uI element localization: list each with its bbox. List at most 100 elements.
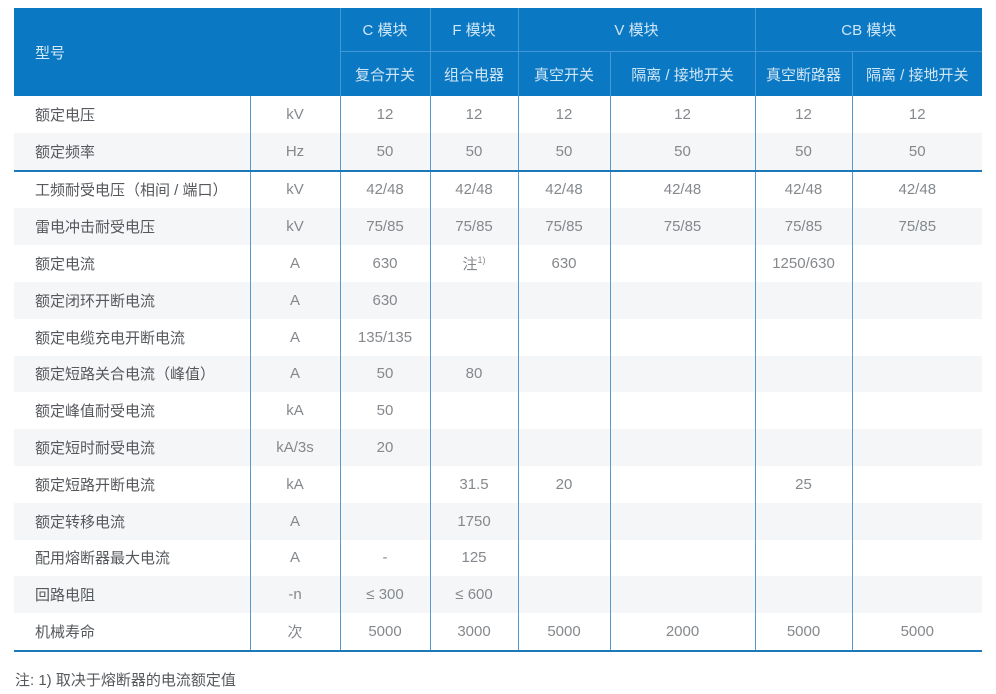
table-row: 回路电阻 -n ≤ 300 ≤ 600: [14, 576, 983, 614]
table-row: 额定电流 A 630 注1) 630 1250/630: [14, 245, 983, 282]
subheader-disconnector-earthing-switch-cb: 隔离 / 接地开关: [851, 51, 983, 96]
param-cell: 回路电阻: [35, 587, 96, 605]
value-cell: 75/85: [609, 208, 756, 246]
value-cell: 630: [339, 281, 431, 319]
value-cell: [851, 576, 983, 614]
table-body: 额定电压 kV 12 12 12 12 12 12 额定频率 Hz 50 50 50 50 50 50 工频耐受…: [14, 96, 983, 651]
value-cell: 42/48: [429, 169, 519, 209]
table-row: 额定频率 Hz 50 50 50 50 50 50: [14, 132, 983, 171]
value-cell: [517, 392, 611, 430]
header-group-c-module: C 模块: [339, 8, 431, 52]
table-header: 型号 C 模块 F 模块 V 模块 CB 模块 复合开关 组合电器 真空开关 隔…: [14, 8, 983, 96]
value-cell: [851, 355, 983, 393]
param-cell: 额定频率: [35, 143, 96, 161]
value-cell: [517, 318, 611, 356]
value-cell: 12: [429, 96, 519, 133]
value-cell: 42/48: [609, 169, 756, 209]
value-cell: 注1): [429, 245, 519, 282]
table-row: 额定闭环开断电流 A 630: [14, 281, 983, 319]
table-row: 工频耐受电压（相间 / 端口） kV 42/48 42/48 42/48 42/48 42/…: [14, 169, 983, 209]
value-cell: 20: [339, 429, 431, 466]
value-cell: 12: [517, 96, 611, 133]
value-cell: [429, 429, 519, 466]
value-cell: [517, 539, 611, 577]
subheader-disconnector-earthing-switch-v: 隔离 / 接地开关: [609, 51, 756, 96]
value-cell: 12: [754, 96, 853, 133]
value-cell: [754, 281, 853, 319]
value-cell: 42/48: [517, 169, 611, 209]
param-cell: 工频耐受电压（相间 / 端口）: [14, 169, 250, 209]
unit-cell: kV: [249, 96, 341, 133]
unit-cell: kV: [249, 208, 341, 246]
unit-cell: A: [249, 539, 341, 577]
value-cell: 5000: [517, 613, 611, 651]
value-cell: [609, 576, 756, 614]
unit-cell: A: [249, 502, 341, 540]
param-cell: 配用熔断器最大电流: [35, 550, 171, 568]
value-cell: 5000: [339, 613, 431, 651]
value-cell: [517, 281, 611, 319]
value-cell: 12: [609, 96, 756, 133]
table-row: 额定峰值耐受电流 kA 50: [14, 392, 983, 430]
value-cell: [851, 429, 983, 466]
value-cell: 630: [339, 245, 431, 282]
value-cell: 20: [517, 465, 611, 503]
value-cell: 75/85: [339, 208, 431, 246]
value-cell: 125: [429, 539, 519, 577]
value-cell: [754, 429, 853, 466]
value-cell: [429, 392, 519, 430]
param-cell: 额定峰值耐受电流: [35, 403, 156, 421]
value-cell: [754, 539, 853, 577]
value-cell: [609, 318, 756, 356]
subheader-vacuum-circuit-breaker: 真空断路器: [754, 51, 853, 96]
table-row: 配用熔断器最大电流 A -125: [14, 539, 983, 577]
value-cell: [517, 576, 611, 614]
value-cell: 135/135: [339, 318, 431, 356]
unit-cell: kV: [249, 169, 341, 209]
param-cell: 额定电缆充电开断电流: [35, 329, 186, 347]
subheader-vacuum-switch: 真空开关: [517, 51, 611, 96]
unit-cell: kA/3s: [249, 429, 341, 466]
value-cell: ≤ 600: [429, 576, 519, 614]
table-row: 额定短路关合电流（峰值） A 50 80: [14, 355, 983, 393]
table-row: 额定电压 kV 12 12 12 12 12 12: [14, 96, 983, 133]
param-cell: 额定电压: [35, 106, 96, 124]
unit-cell: A: [249, 281, 341, 319]
value-cell: 5000: [851, 613, 983, 651]
value-cell: 75/85: [754, 208, 853, 246]
value-cell: ≤ 300: [339, 576, 431, 614]
value-cell: [609, 245, 756, 282]
param-cell: 额定短路开断电流: [35, 476, 156, 494]
param-cell: 额定短路关合电流（峰值）: [35, 366, 216, 384]
param-cell: 额定闭环开断电流: [35, 292, 156, 310]
header-group-f-module: F 模块: [429, 8, 519, 52]
corner-header-model: 型号: [14, 8, 341, 96]
value-cell: 50: [517, 132, 611, 171]
value-cell: 50: [754, 132, 853, 171]
table-row: 额定转移电流 A 1750: [14, 502, 983, 540]
value-cell: 3000: [429, 613, 519, 651]
unit-cell: A: [249, 318, 341, 356]
value-cell: 25: [754, 465, 853, 503]
value-cell: 31.5: [429, 465, 519, 503]
table-row: 额定短路开断电流 kA 31.5 20 25: [14, 465, 983, 503]
value-cell: 50: [339, 132, 431, 171]
value-cell: [339, 465, 431, 503]
value-cell: 80: [429, 355, 519, 393]
value-cell: 42/48: [754, 169, 853, 209]
unit-cell: 次: [249, 613, 341, 651]
param-cell: 额定电流: [35, 256, 96, 274]
value-cell: 12: [339, 96, 431, 133]
unit-cell: Hz: [249, 132, 341, 171]
value-cell: [754, 502, 853, 540]
value-cell: 50: [339, 355, 431, 393]
value-cell: [754, 318, 853, 356]
value-cell: 75/85: [429, 208, 519, 246]
value-cell: [851, 502, 983, 540]
unit-cell: A: [249, 355, 341, 393]
value-cell: [851, 281, 983, 319]
value-cell: 50: [851, 132, 983, 171]
value-cell: [609, 281, 756, 319]
unit-cell: A: [249, 245, 341, 282]
